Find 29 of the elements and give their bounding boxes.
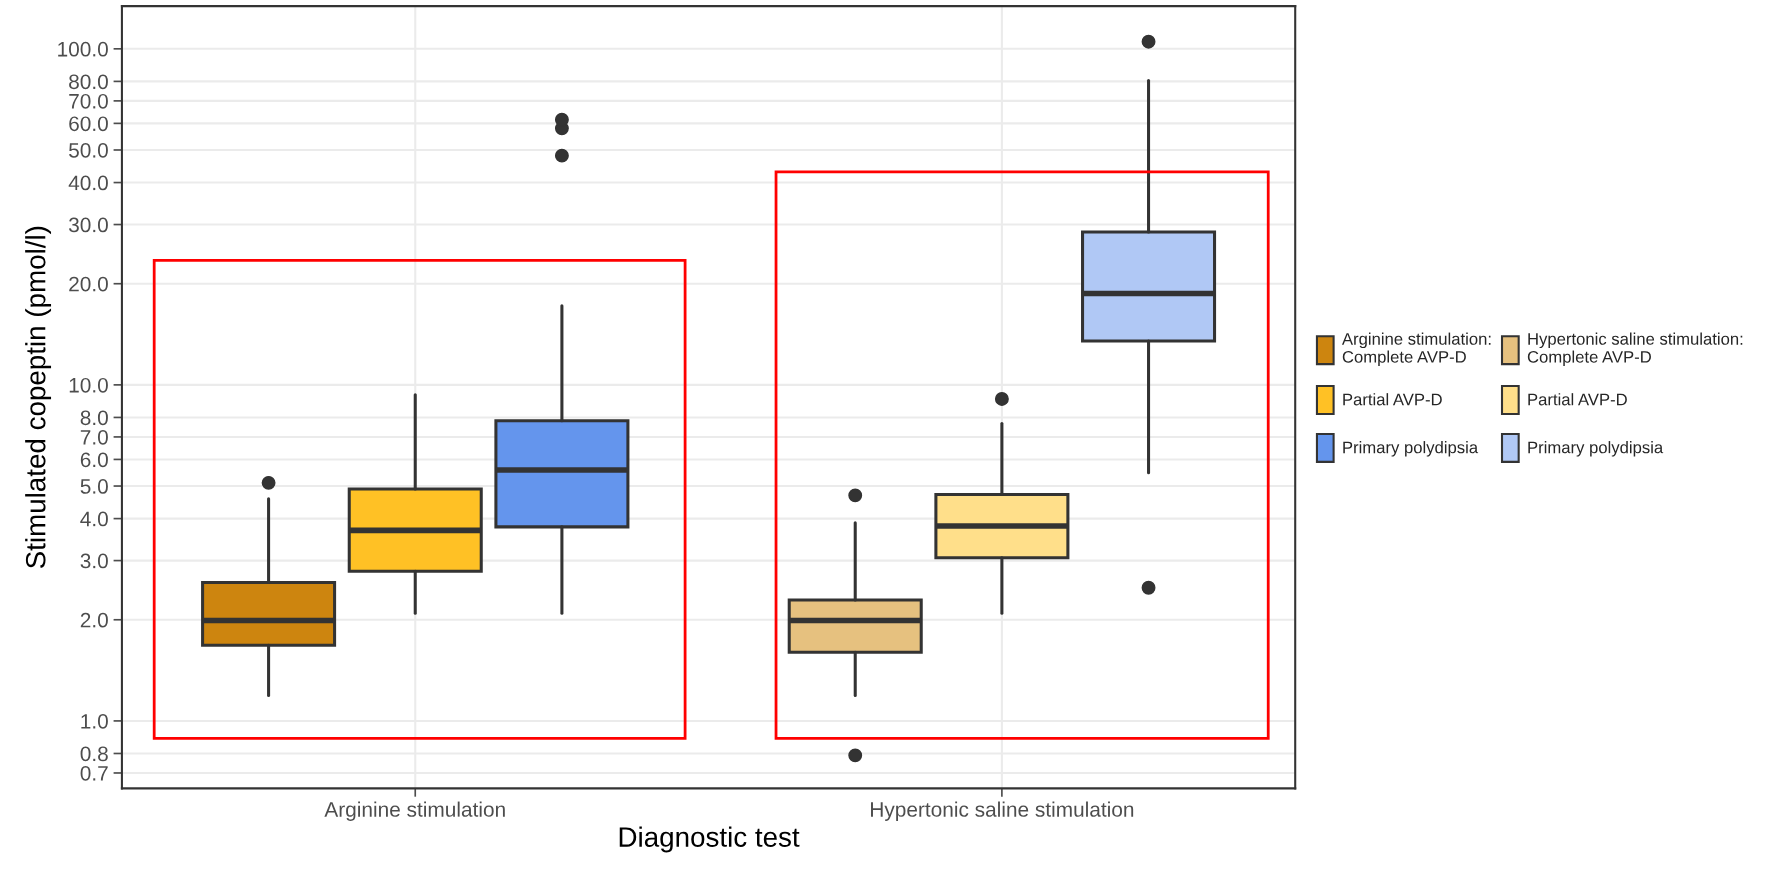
y-tick-label: 0.7 xyxy=(80,765,108,781)
y-tick-label: 80.0 xyxy=(69,74,108,90)
legend-label: Arginine stimulation: Complete AVP-D xyxy=(1341,332,1491,367)
y-tick-label: 6.0 xyxy=(80,452,108,468)
y-tick-label: 4.0 xyxy=(80,511,108,527)
legend-label: Hypertonic saline stimulation: Complete AVP-D xyxy=(1527,332,1743,367)
y-tick-label: 1.0 xyxy=(81,713,108,729)
legend-label: Primary polydipsia xyxy=(1343,441,1479,457)
y-tick-label: 50.0 xyxy=(69,142,108,158)
legend-label: Primary polydipsia xyxy=(1528,441,1664,457)
y-tick-label: 30.0 xyxy=(68,217,108,233)
y-tick-label: 70.0 xyxy=(69,93,108,109)
x-tick-label: Arginine stimulation xyxy=(324,801,505,821)
y-tick-label: 40.0 xyxy=(68,175,108,191)
y-tick-label: 8.0 xyxy=(80,410,108,426)
y-tick-label: 0.8 xyxy=(80,746,108,762)
y-tick-label: 5.0 xyxy=(80,479,108,494)
x-tick-label: Hypertonic saline stimulation xyxy=(871,801,1134,821)
legend-label: Partial AVP-D xyxy=(1343,393,1442,406)
y-tick-label: 100.0 xyxy=(58,41,108,57)
y-axis-title: Stimulated copeptin (pmol/l) xyxy=(25,226,52,569)
x-axis-title: Diagnostic test xyxy=(619,826,800,853)
y-tick-label: 3.0 xyxy=(80,553,108,569)
y-tick-label: 10.0 xyxy=(69,377,108,393)
y-tick-label: 20.0 xyxy=(69,276,108,292)
y-tick-label: 2.0 xyxy=(80,612,108,628)
legend-label: Partial AVP-D xyxy=(1528,393,1627,406)
y-tick-label: 7.0 xyxy=(80,429,108,445)
y-tick-label: 60.0 xyxy=(69,116,108,132)
